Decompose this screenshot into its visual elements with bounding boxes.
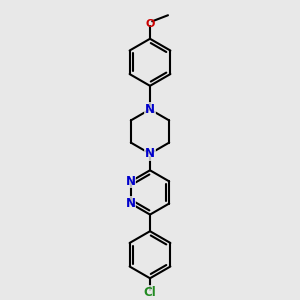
Text: N: N (126, 175, 136, 188)
Text: N: N (145, 103, 155, 116)
Text: N: N (126, 197, 136, 210)
Text: Cl: Cl (144, 286, 156, 298)
Text: O: O (145, 19, 155, 28)
Text: N: N (145, 147, 155, 160)
